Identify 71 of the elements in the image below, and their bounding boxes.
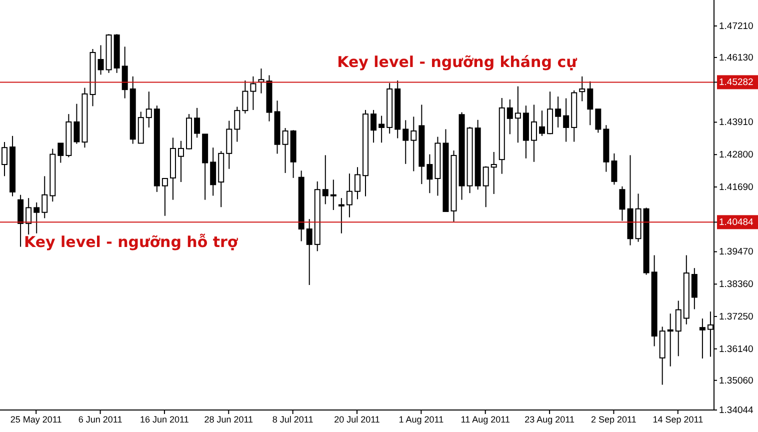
x-tick-label: 16 Jun 2011 <box>140 414 189 424</box>
candlestick <box>587 80 594 126</box>
y-tick-label: 1.47210 <box>719 20 754 32</box>
y-tick-label: 1.36140 <box>719 344 754 355</box>
y-tick-label: 1.41690 <box>719 182 754 193</box>
candlestick <box>530 104 537 162</box>
candlestick <box>210 147 216 196</box>
y-tick-label: 1.45282 <box>719 77 754 88</box>
candlestick <box>242 80 248 114</box>
x-tick-label: 23 Aug 2011 <box>524 414 574 424</box>
x-tick-label: 1 Aug 2011 <box>398 414 444 424</box>
y-tick-label: 1.37250 <box>719 311 754 322</box>
candlestick <box>667 313 674 367</box>
y-tick-label: 1.34044 <box>719 405 754 416</box>
candlestick <box>619 186 626 222</box>
y-tick-label: 1.43910 <box>719 117 754 128</box>
ref-line-label: Key level - ngưỡng hỗ trợ <box>24 233 238 252</box>
y-tick-label: 1.35060 <box>719 375 754 386</box>
candlestick <box>34 202 40 234</box>
x-tick-label: 11 Aug 2011 <box>460 414 510 424</box>
candlestick <box>506 98 513 135</box>
x-tick-label: 8 Jul 2011 <box>272 414 314 424</box>
candlestick <box>611 152 618 186</box>
candlestick <box>26 198 32 236</box>
candlestick <box>74 103 80 144</box>
candlestick <box>58 142 64 164</box>
candlestick <box>354 166 360 200</box>
candlestick <box>595 108 602 134</box>
candlestick <box>122 46 128 99</box>
candlestick <box>146 91 152 128</box>
y-tick-label: 1.46130 <box>719 52 754 64</box>
x-tick-label: 14 Sep 2011 <box>652 414 704 424</box>
y-tick-label: 1.38360 <box>719 279 754 290</box>
y-tick-label: 1.40484 <box>719 217 754 228</box>
candlestick <box>579 76 586 102</box>
candlestick <box>330 179 336 211</box>
candlestick <box>514 86 521 144</box>
candlestick <box>282 128 288 174</box>
candlestick <box>410 116 417 172</box>
y-tick-label: 1.39470 <box>719 246 754 258</box>
candlestick <box>18 194 24 248</box>
x-tick-label: 20 Jul 2011 <box>334 414 380 424</box>
x-tick-label: 25 May 2011 <box>10 414 62 424</box>
candlestick <box>378 115 385 144</box>
candlestick <box>234 106 240 142</box>
candlestick <box>346 173 352 218</box>
candlestick <box>402 120 409 164</box>
x-tick-label: 28 Jun 2011 <box>204 414 254 424</box>
candlestick <box>338 198 344 234</box>
candlestick <box>490 151 497 194</box>
x-tick-label: 2 Sep 2011 <box>591 414 636 424</box>
candlestick <box>42 176 48 219</box>
x-tick-label: 6 Jun 2011 <box>78 414 122 424</box>
candlestick <box>555 96 562 128</box>
candlestick <box>250 76 256 110</box>
candlestick <box>322 154 328 205</box>
candlestick <box>162 178 168 216</box>
candlestick <box>563 98 570 142</box>
candlestick <box>691 268 698 310</box>
candlestick <box>178 140 184 183</box>
y-tick-label: 1.42800 <box>719 150 754 161</box>
candlestick <box>194 107 200 138</box>
candlestick <box>98 44 104 76</box>
candlestick <box>370 109 377 144</box>
candlestick <box>699 318 706 359</box>
candlestick <box>539 110 546 136</box>
candlestick <box>306 218 312 286</box>
ref-line-label: Key level - ngưỡng kháng cự <box>337 53 578 72</box>
candlestick <box>675 300 682 357</box>
candlestick <box>482 166 489 208</box>
candlestick <box>426 154 433 194</box>
